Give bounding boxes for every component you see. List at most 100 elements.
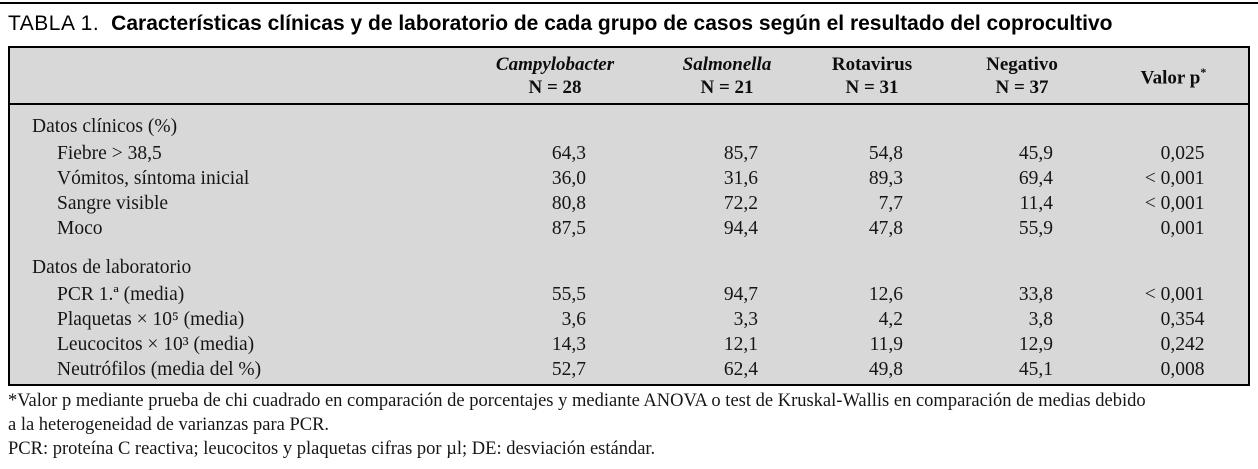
cell: 12,1 (655, 334, 799, 356)
row-label: Sangre visible (57, 192, 169, 214)
section-header: Datos clínicos (%) (32, 116, 178, 137)
cell: 12,9 (945, 334, 1099, 356)
column-header-salmonella: Salmonella N = 21 (655, 53, 799, 99)
cell-value: 33,8 (1018, 283, 1053, 305)
cell: 52,7 (455, 359, 655, 381)
table-row-sangre: Sangre visible 80,8 72,2 7,7 11,4 < 0,00… (10, 191, 1248, 216)
cell-value: 94,4 (723, 217, 758, 239)
cell: 3,6 (455, 309, 655, 331)
cell-value: 0,242 (1160, 333, 1205, 355)
cell: 64,3 (455, 143, 655, 165)
cell-value: 69,4 (1018, 167, 1053, 189)
table-row-vomitos: Vómitos, síntoma inicial 36,0 31,6 89,3 … (10, 166, 1248, 191)
valor-p-asterisk: * (1200, 65, 1207, 80)
cell-value: 55,9 (1018, 217, 1053, 239)
cell: 85,7 (655, 143, 799, 165)
table-row-pcr: PCR 1.ª (media) 55,5 94,7 12,6 33,8 < 0,… (10, 282, 1248, 307)
row-label: Vómitos, síntoma inicial (57, 167, 250, 189)
cell-value: 4,2 (878, 308, 903, 330)
column-header-rotavirus: Rotavirus N = 31 (799, 53, 945, 99)
cell: 94,4 (655, 218, 799, 240)
column-n: N = 28 (528, 76, 582, 98)
row-label: PCR 1.ª (media) (57, 283, 185, 305)
cell: < 0,001 (1099, 168, 1248, 190)
cell-value: 47,8 (868, 217, 903, 239)
cell-value: 80,8 (551, 192, 586, 214)
cell-value: 3,8 (1028, 308, 1053, 330)
cell-value: 49,8 (868, 358, 903, 380)
cell-value: 11,9 (869, 333, 903, 355)
cell: 0,025 (1099, 143, 1248, 165)
column-name: Negativo (986, 53, 1058, 75)
row-label: Neutrófilos (media del %) (57, 358, 262, 380)
cell: 4,2 (799, 309, 945, 331)
cell-value: 31,6 (723, 167, 758, 189)
cell: 36,0 (455, 168, 655, 190)
cell-value: 54,8 (868, 142, 903, 164)
data-table: Campylobacter N = 28 Salmonella N = 21 R… (8, 46, 1250, 386)
row-label: Fiebre > 38,5 (57, 142, 162, 164)
cell: 72,2 (655, 193, 799, 215)
row-label: Leucocitos × 10³ (media) (57, 333, 255, 355)
cell-value: 12,9 (1018, 333, 1053, 355)
column-n: N = 37 (995, 76, 1049, 98)
cell: 14,3 (455, 334, 655, 356)
table-title: TABLA 1. Características clínicas y de la… (8, 12, 1250, 36)
cell-value: 85,7 (723, 142, 758, 164)
cell-value: 0,025 (1160, 142, 1205, 164)
cell: 33,8 (945, 284, 1099, 306)
table-number-label: TABLA 1. (8, 12, 100, 35)
column-name: Valor p* (1099, 61, 1248, 89)
table-row-neutrofilos: Neutrófilos (media del %) 52,7 62,4 49,8… (10, 357, 1248, 382)
cell-value: 52,7 (551, 358, 586, 380)
table-footnotes: *Valor p mediante prueba de chi cuadrado… (8, 389, 1250, 461)
cell: 0,001 (1099, 218, 1248, 240)
cell-value: < 0,001 (1144, 167, 1205, 189)
cell: 49,8 (799, 359, 945, 381)
cell: 45,1 (945, 359, 1099, 381)
column-n: N = 31 (845, 76, 899, 98)
cell-value: 11,4 (1019, 192, 1053, 214)
section-row-datos-laboratorio: Datos de laboratorio (10, 254, 1248, 282)
cell-value: 14,3 (551, 333, 586, 355)
cell-value: 62,4 (723, 358, 758, 380)
cell: 11,9 (799, 334, 945, 356)
cell-value: 45,9 (1018, 142, 1053, 164)
column-name: Campylobacter (495, 53, 615, 75)
column-name: Rotavirus (831, 53, 913, 75)
cell: 11,4 (945, 193, 1099, 215)
table-row-fiebre: Fiebre > 38,5 64,3 85,7 54,8 45,9 0,025 (10, 141, 1248, 166)
cell-value: 3,3 (733, 308, 758, 330)
cell-value: 3,6 (561, 308, 586, 330)
cell-value: 89,3 (868, 167, 903, 189)
valor-p-text: Valor p (1140, 67, 1201, 89)
cell: 3,8 (945, 309, 1099, 331)
section-row-datos-clinicos: Datos clínicos (%) (10, 113, 1248, 141)
top-rule (0, 2, 1258, 4)
cell: 31,6 (655, 168, 799, 190)
cell: 69,4 (945, 168, 1099, 190)
cell: 94,7 (655, 284, 799, 306)
column-name: Salmonella (682, 53, 772, 75)
cell: 55,5 (455, 284, 655, 306)
cell-value: 0,354 (1160, 308, 1205, 330)
cell: 87,5 (455, 218, 655, 240)
column-header-campylobacter: Campylobacter N = 28 (455, 53, 655, 99)
cell: 89,3 (799, 168, 945, 190)
cell: 55,9 (945, 218, 1099, 240)
cell: 0,008 (1099, 359, 1248, 381)
footnote-abbreviations: PCR: proteína C reactiva; leucocitos y p… (8, 439, 656, 459)
cell: 80,8 (455, 193, 655, 215)
table-row-plaquetas: Plaquetas × 10⁵ (media) 3,6 3,3 4,2 3,8 … (10, 307, 1248, 332)
cell-value: 55,5 (551, 283, 586, 305)
column-header-valor-p: Valor p* (1099, 61, 1248, 89)
cell-value: 12,6 (868, 283, 903, 305)
table-body: Datos clínicos (%) Fiebre > 38,5 64,3 85… (10, 105, 1248, 382)
table-header-row: Campylobacter N = 28 Salmonella N = 21 R… (10, 48, 1248, 105)
cell: 62,4 (655, 359, 799, 381)
cell: 54,8 (799, 143, 945, 165)
cell: < 0,001 (1099, 284, 1248, 306)
footnote-valor-p-line2: a la heterogeneidad de varianzas para PC… (8, 415, 330, 435)
column-n: N = 21 (700, 76, 754, 98)
